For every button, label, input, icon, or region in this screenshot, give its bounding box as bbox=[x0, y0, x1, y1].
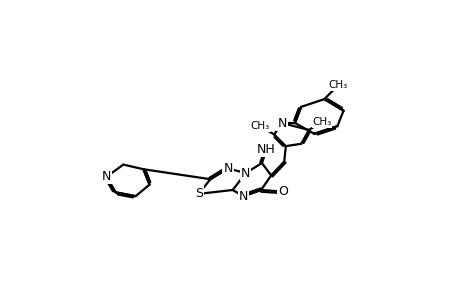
Text: CH₃: CH₃ bbox=[312, 117, 331, 127]
Text: NH: NH bbox=[257, 143, 275, 157]
Text: O: O bbox=[277, 185, 287, 198]
Text: N: N bbox=[277, 116, 286, 130]
Text: S: S bbox=[194, 187, 202, 200]
Text: CH₃: CH₃ bbox=[250, 121, 269, 131]
Text: N: N bbox=[241, 167, 250, 180]
Text: N: N bbox=[101, 170, 111, 183]
Text: CH₃: CH₃ bbox=[328, 80, 347, 90]
Text: N: N bbox=[238, 190, 247, 203]
Text: N: N bbox=[223, 162, 232, 175]
